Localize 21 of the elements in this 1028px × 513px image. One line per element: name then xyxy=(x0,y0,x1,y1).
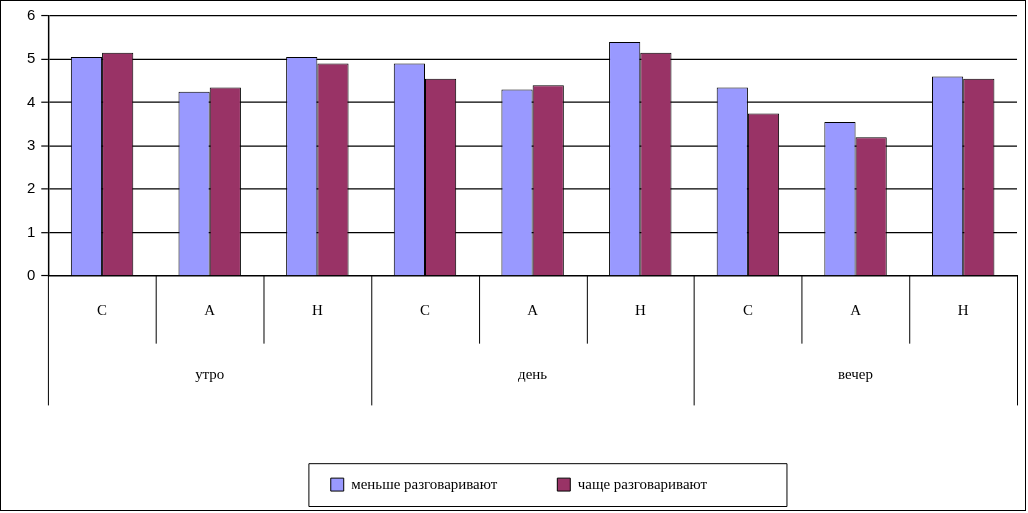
x-tick-label: А xyxy=(850,301,862,318)
text: вечер xyxy=(838,366,873,383)
x-tick-label: А xyxy=(527,301,539,318)
legend-label: чаще разговаривают xyxy=(577,475,708,492)
x-tick-label: С xyxy=(97,301,108,318)
x-tick-label: С xyxy=(420,301,431,318)
text: день xyxy=(518,366,548,383)
x-tick-label: А xyxy=(204,301,216,318)
x-tick-label: Н xyxy=(634,301,646,318)
y-tick-label: 1 xyxy=(26,222,36,240)
y-tick-label: 3 xyxy=(26,136,36,154)
y-tick-label: 2 xyxy=(26,179,36,197)
y-tick-label: 6 xyxy=(26,6,36,24)
y-tick-label: 4 xyxy=(26,92,36,110)
x-tick-label: Н xyxy=(957,301,969,318)
text: утро xyxy=(195,366,225,383)
x-tick-label: Н xyxy=(311,301,323,318)
x-tick-label: С xyxy=(742,301,753,318)
legend-label: меньше разговаривают xyxy=(351,475,498,492)
y-tick-label: 5 xyxy=(26,49,36,67)
y-tick-label: 0 xyxy=(26,266,36,284)
